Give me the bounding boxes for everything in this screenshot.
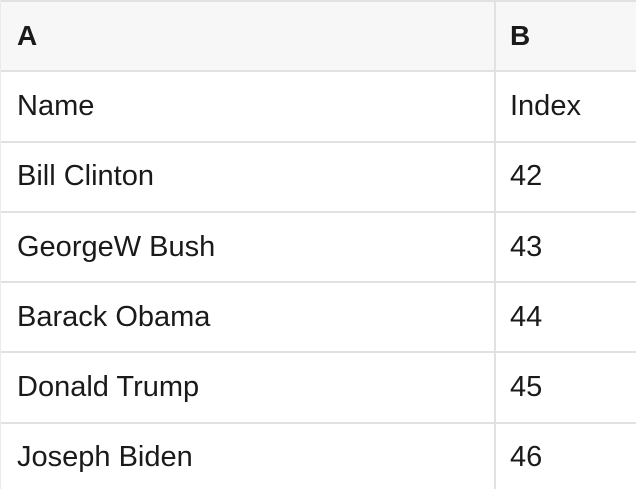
cell-name[interactable]: Barack Obama — [1, 283, 496, 352]
cell-name[interactable]: Name — [1, 72, 496, 141]
cell-name[interactable]: Joseph Biden — [1, 423, 496, 489]
table-row: Name Index — [1, 72, 636, 143]
column-header-a[interactable]: A — [1, 2, 496, 71]
cell-index[interactable]: 43 — [510, 230, 543, 263]
column-header-row: A B — [1, 2, 636, 73]
table-row: Barack Obama 44 — [1, 283, 636, 354]
cell-index[interactable]: 44 — [510, 300, 543, 333]
cell-name[interactable]: Bill Clinton — [1, 142, 496, 211]
table-row: GeorgeW Bush 43 — [1, 212, 636, 284]
cell-index[interactable]: Index — [510, 89, 581, 122]
cell-index[interactable]: 45 — [510, 371, 543, 404]
table-row: Donald Trump 45 — [1, 353, 636, 424]
table-row: Bill Clinton 42 — [1, 142, 636, 213]
table-row: Joseph Biden 46 — [1, 423, 636, 489]
cell-name[interactable]: Donald Trump — [1, 353, 496, 422]
cell-index[interactable]: 42 — [510, 160, 543, 193]
cell-index[interactable]: 46 — [510, 441, 543, 474]
column-header-b[interactable]: B — [510, 20, 531, 52]
cell-name[interactable]: GeorgeW Bush — [1, 212, 496, 282]
